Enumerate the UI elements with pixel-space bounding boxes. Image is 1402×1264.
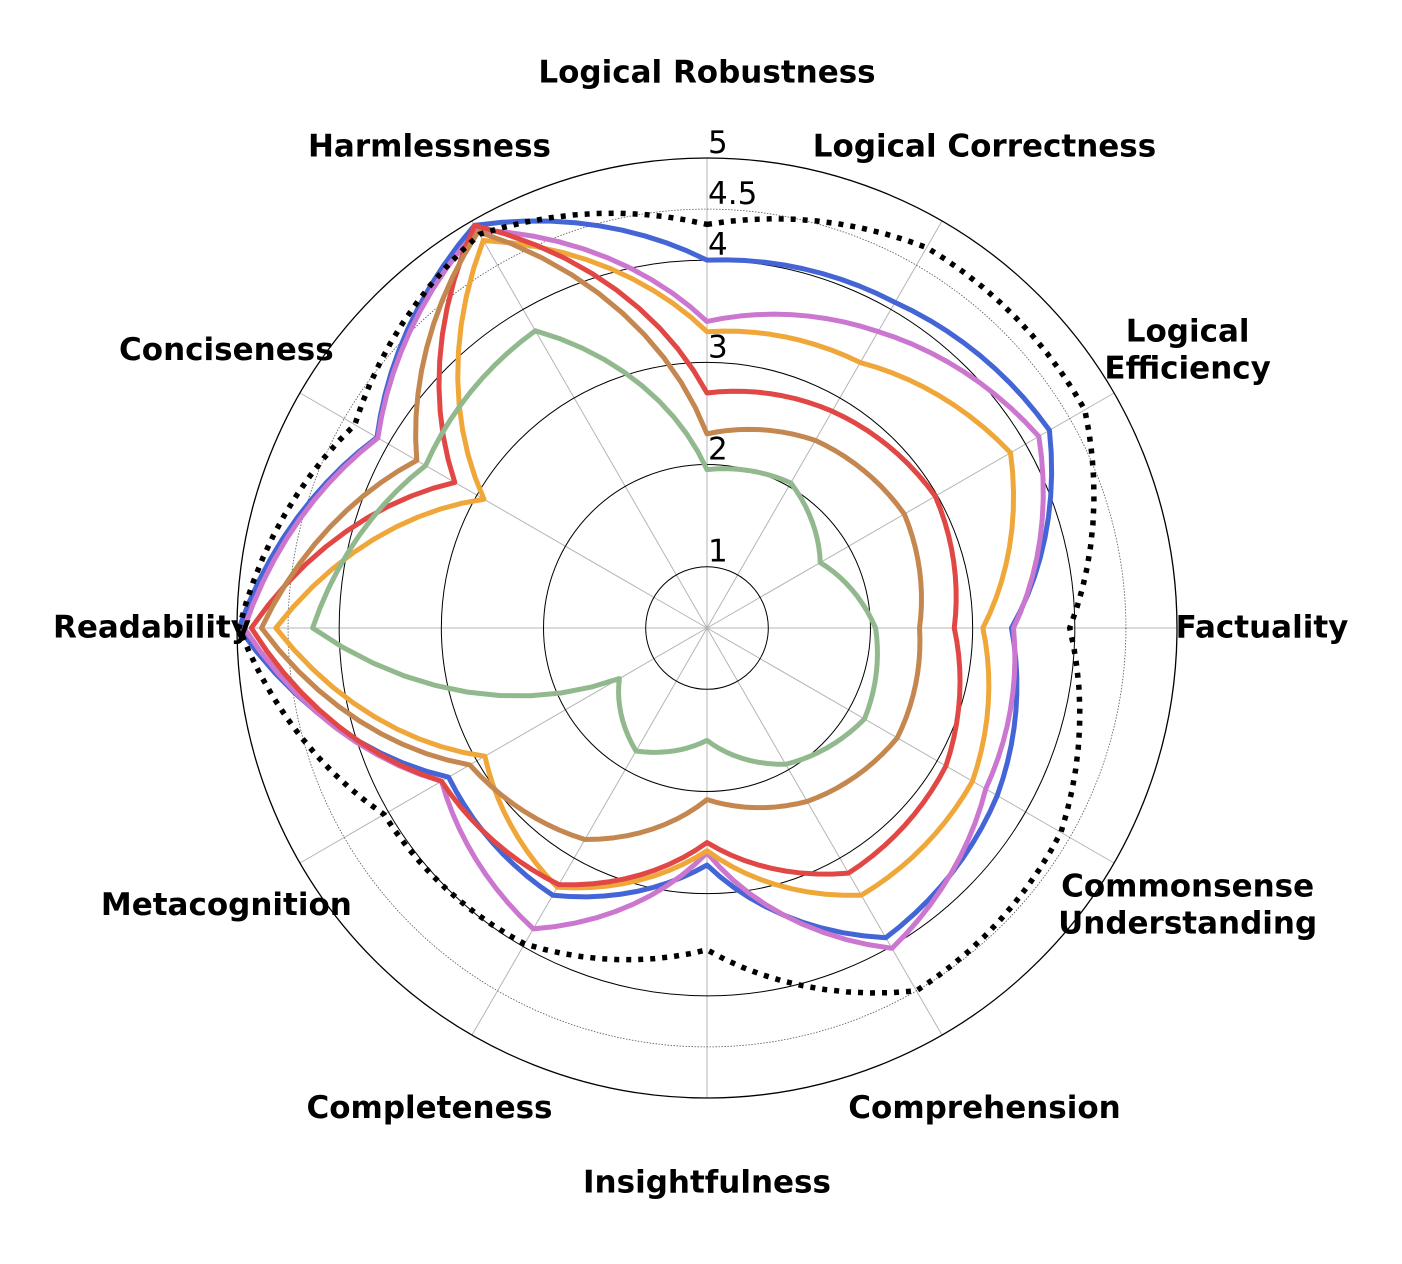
- spoke-line: [706, 627, 1115, 864]
- spoke-line: [706, 627, 943, 1036]
- axis-label: Logical Efficiency: [1104, 313, 1270, 386]
- axis-label: Conciseness: [119, 332, 334, 368]
- series-line-6: [236, 210, 1097, 996]
- r-tick-label: 1: [708, 534, 728, 570]
- r-tick-label: 3: [708, 329, 728, 365]
- spoke-line: [299, 392, 708, 629]
- axis-label: Readability: [53, 609, 251, 645]
- axis-label: Comprehension: [848, 1090, 1120, 1126]
- r-tick-label: 4: [708, 227, 728, 263]
- radar-labels: 1 2 3 4 4.5 5 Logical Robustness Logical Correc…: [53, 54, 1348, 1200]
- axis-label: Metacognition: [101, 887, 352, 923]
- axis-label: Logical Robustness: [538, 54, 875, 90]
- spoke-line: [471, 627, 708, 1036]
- grid-ring-dotted: [287, 208, 1127, 1048]
- spoke-line: [299, 627, 708, 864]
- axis-label: Completeness: [306, 1090, 552, 1126]
- grid-ring: [645, 566, 769, 690]
- radar-grid: [236, 157, 1178, 1099]
- r-tick-label: 4.5: [708, 176, 757, 212]
- axis-label: Insightfulness: [583, 1164, 831, 1200]
- r-tick-label: 5: [708, 125, 728, 161]
- grid-ring: [440, 361, 974, 895]
- spoke-line: [706, 392, 1115, 629]
- axis-label: Logical Correctness: [813, 129, 1156, 165]
- spoke-line: [471, 220, 708, 629]
- r-tick-label: 2: [708, 432, 728, 468]
- radar-series: [236, 210, 1097, 996]
- axis-label: Commonsense Understanding: [1058, 868, 1317, 941]
- spoke-line: [706, 220, 943, 629]
- axis-label: Harmlessness: [308, 129, 551, 165]
- axis-label: Factuality: [1176, 609, 1349, 645]
